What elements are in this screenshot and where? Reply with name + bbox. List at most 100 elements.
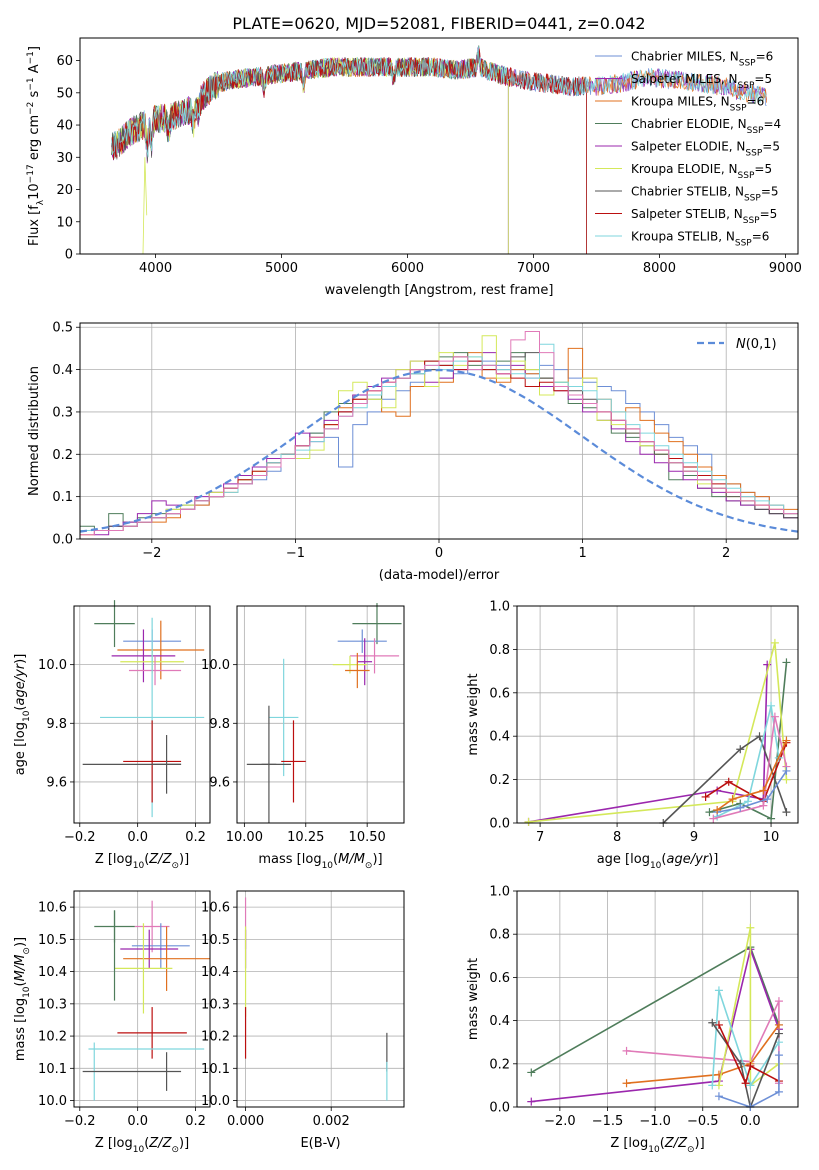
y-tick-label: 10.3 <box>38 997 67 1012</box>
mass_vs_ebv-panel: 0.000 0.002 10.0 10.1 10.2 10.3 10.4 10.5 10.6 E(… <box>201 890 405 1151</box>
legend-label: Salpeter STELIB, NSSP=5 <box>631 207 777 226</box>
label-part: )] <box>13 654 28 664</box>
label-part: =5 <box>754 162 772 176</box>
x-tick-label: 0.0 <box>127 830 148 845</box>
x-tick-label: −0.2 <box>64 830 96 845</box>
label-part: ⊙ <box>22 947 32 955</box>
x-tick-label: 1 <box>578 546 586 561</box>
weight-marker <box>782 808 791 817</box>
weight-marker <box>770 712 779 721</box>
weight-marker <box>759 786 768 795</box>
weight-marker <box>774 997 783 1006</box>
y-tick-label: 60 <box>56 54 73 69</box>
x-axis-label: Z [log10(Z/Z⊙)] <box>95 852 189 871</box>
label-part: 10 <box>650 861 662 871</box>
label-part: −1 <box>26 51 36 64</box>
y-tick-label: 10.6 <box>38 901 67 916</box>
weight-marker <box>782 775 791 784</box>
weight-line <box>662 734 788 824</box>
label-part: Z [log <box>95 1136 133 1151</box>
panels: 4000 5000 6000 7000 8000 90000102030405060wav… <box>13 37 802 1155</box>
weight-marker <box>714 1092 723 1101</box>
label-part: ⊙ <box>687 1145 695 1155</box>
label-part: =4 <box>763 117 781 131</box>
spectrum-line <box>111 48 587 254</box>
y-tick-label: 1.0 <box>489 885 510 900</box>
y-axis-label: mass weight <box>466 673 481 755</box>
histogram-step <box>80 352 798 539</box>
weight-marker <box>724 777 733 786</box>
x-tick-label: −0.5 <box>687 1114 719 1129</box>
label-part: age/yr <box>13 662 28 705</box>
label-part: )] <box>179 1136 189 1151</box>
y-tick-label: 30 <box>56 151 73 166</box>
label-part: mass [log <box>13 998 28 1061</box>
label-part: 10 <box>133 1145 145 1155</box>
x-axis-label: Z [log10(Z/Z⊙)] <box>95 1136 189 1155</box>
x-tick-label: 9 <box>690 830 698 845</box>
weight-line <box>718 1055 780 1108</box>
x-tick-label: 9000 <box>769 261 802 276</box>
weight-marker <box>755 732 764 741</box>
label-part: erg cm <box>27 115 42 164</box>
axes-frame <box>516 605 799 824</box>
x-tick-label: −2 <box>142 546 161 561</box>
axes-frame <box>79 37 799 255</box>
label-part: SSP <box>738 171 755 181</box>
histogram-step <box>80 360 798 539</box>
y-tick-label: 10.4 <box>201 965 230 980</box>
weight-marker <box>774 1087 783 1096</box>
legend-label: Kroupa STELIB, NSSP=6 <box>631 230 769 249</box>
histogram-step <box>80 331 798 539</box>
weight-marker <box>774 1029 783 1038</box>
label-part: ( <box>660 1136 665 1151</box>
label-part: SSP <box>735 239 752 249</box>
y-tick-label: 10.0 <box>201 1094 230 1109</box>
weight-marker <box>714 1020 723 1029</box>
y-tick-label: 10.0 <box>201 658 230 673</box>
spectrum-line <box>111 48 587 254</box>
histogram-step <box>80 352 798 539</box>
weight-line <box>718 927 780 1088</box>
legend-label: Salpeter ELODIE, NSSP=5 <box>631 140 780 159</box>
axes-frame <box>236 605 405 824</box>
legend-label: Chabrier MILES, NSSP=6 <box>631 50 773 69</box>
x-tick-label: 10.50 <box>349 830 386 845</box>
x-tick-label: 0.002 <box>313 1114 350 1129</box>
label-part: Kroupa MILES, N <box>631 95 730 109</box>
x-axis-label: (data-model)/error <box>379 568 500 583</box>
y-tick-label: 10.1 <box>38 1062 67 1077</box>
label-part: Kroupa STELIB, N <box>631 230 735 244</box>
legend-label: Kroupa ELODIE, NSSP=5 <box>631 162 772 181</box>
weight-line <box>531 946 780 1103</box>
label-part: )] <box>708 852 718 867</box>
y-tick-label: 10.2 <box>201 1030 230 1045</box>
axes-frame <box>236 890 405 1108</box>
y-tick-label: 10.5 <box>38 933 67 948</box>
label-part: )] <box>372 852 382 867</box>
x-axis-label: wavelength [Angstrom, rest frame] <box>325 283 554 298</box>
y-tick-label: 10.3 <box>201 997 230 1012</box>
y-tick-label: 0.2 <box>52 448 73 463</box>
weight-marker <box>774 1020 783 1029</box>
label-part: ( <box>661 852 666 867</box>
label-part: =5 <box>760 207 778 221</box>
label-part: 10 <box>22 710 32 722</box>
label-part: =5 <box>761 185 779 199</box>
label-part: 10 <box>27 183 42 200</box>
x-tick-label: 0.2 <box>185 830 206 845</box>
weight-marker <box>741 1079 750 1088</box>
figure-title: PLATE=0620, MJD=52081, FIBERID=0441, z=0… <box>232 14 645 33</box>
y-tick-label: 10.2 <box>38 1030 67 1045</box>
legend-label: Chabrier ELODIE, NSSP=4 <box>631 117 781 136</box>
axes-frame <box>79 322 799 540</box>
x-tick-label: 4000 <box>139 261 172 276</box>
label-part: 10 <box>133 861 145 871</box>
weight-marker <box>527 1068 536 1077</box>
label-part: age [log <box>597 852 650 867</box>
weight-line <box>711 990 780 1088</box>
label-part: SSP <box>739 59 756 69</box>
histogram-step <box>80 360 798 539</box>
label-part: −17 <box>26 164 36 183</box>
weight-marker <box>709 814 718 823</box>
